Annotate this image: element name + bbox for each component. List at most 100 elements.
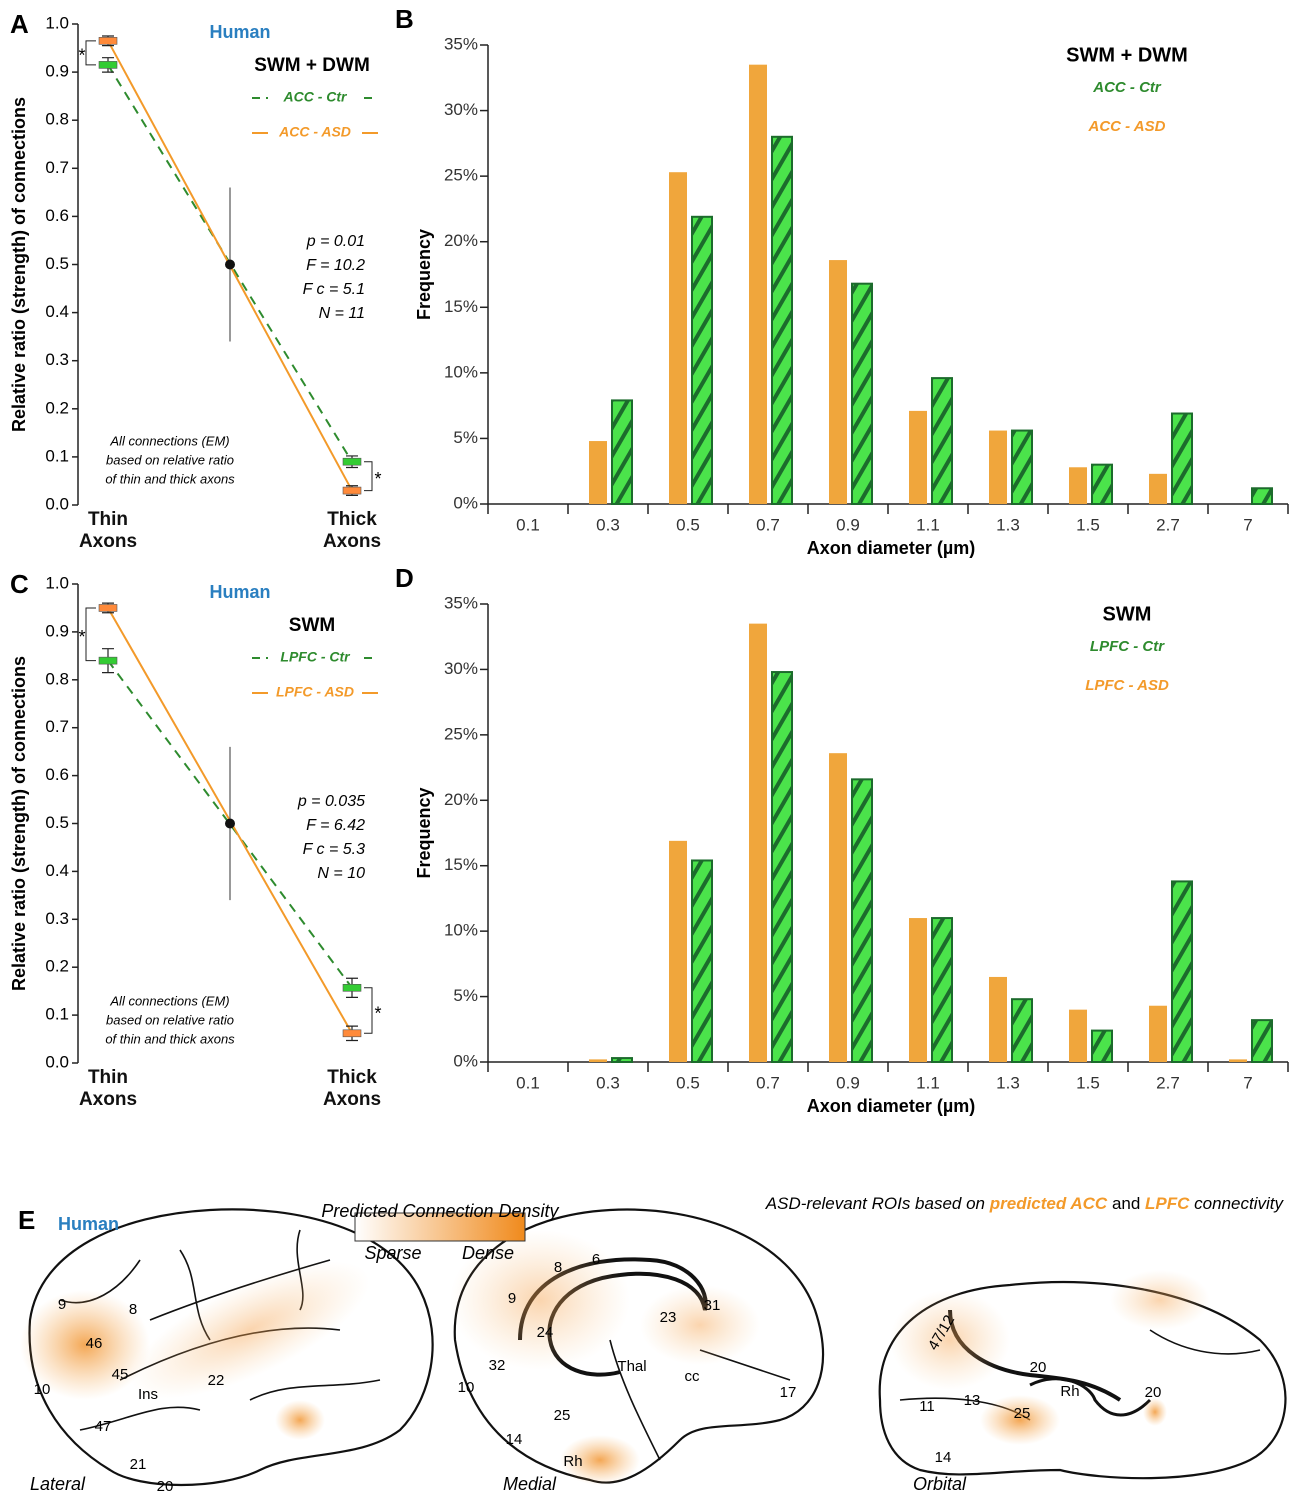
- region-label: 13: [964, 1392, 981, 1409]
- bracket: [364, 987, 373, 1034]
- region-label: 25: [1014, 1405, 1031, 1422]
- bar: [669, 840, 687, 1062]
- y-axis-label: Relative ratio (strength) of connections: [9, 656, 29, 991]
- y-tick-label: 35%: [444, 34, 478, 53]
- midpoint: [225, 259, 235, 270]
- x-tick-label: 0.9: [836, 1073, 860, 1092]
- region-label: 45: [112, 1366, 129, 1383]
- marker: [98, 37, 118, 45]
- region-label: 22: [208, 1372, 225, 1389]
- bracket: [364, 461, 373, 492]
- x-tick-label: 0.5: [676, 1073, 700, 1092]
- legend-label: LPFC - ASD: [276, 684, 354, 700]
- x-axis-label: Axon diameter (µm): [807, 538, 975, 558]
- x-tick-label: 0.5: [676, 515, 700, 534]
- y-tick-label: 0.8: [45, 110, 69, 129]
- x-tick-label: 0.3: [596, 1073, 620, 1092]
- legend-high: Dense: [462, 1243, 514, 1263]
- y-tick-label: 0.2: [45, 398, 69, 417]
- caption: ASD-relevant ROIs based on predicted ACC…: [765, 1194, 1285, 1213]
- bar: [691, 859, 713, 1063]
- y-tick-label: 10%: [444, 921, 478, 940]
- bar: [1069, 1009, 1087, 1062]
- region-label: 32: [489, 1357, 506, 1374]
- bar: [749, 623, 767, 1062]
- marker: [342, 1029, 362, 1038]
- bar: [909, 410, 927, 504]
- region-label: 10: [458, 1379, 475, 1396]
- y-tick-label: 15%: [444, 855, 478, 874]
- caption-part: ASD-relevant ROIs based on: [765, 1194, 985, 1213]
- region-label: 14: [935, 1449, 952, 1466]
- region-label: 10: [34, 1381, 51, 1398]
- legend-label: LPFC - Ctr: [280, 649, 351, 665]
- y-tick-label: 0.7: [45, 717, 69, 736]
- x-tick-label: 2.7: [1156, 515, 1180, 534]
- x-tick-label: 7: [1243, 515, 1252, 534]
- region-label: 8: [129, 1301, 137, 1318]
- y-tick-label: 0%: [453, 1051, 478, 1070]
- significance: *: [78, 46, 85, 66]
- legend-bg: [268, 649, 362, 667]
- x-tick-label: 1.5: [1076, 515, 1100, 534]
- y-tick-label: 25%: [444, 724, 478, 743]
- x-tick-label: 1.1: [916, 1073, 940, 1092]
- legend-label: ACC - ASD: [278, 124, 351, 140]
- y-tick-label: 0.9: [45, 621, 69, 640]
- x-tick-label: 1.3: [996, 515, 1020, 534]
- x-tick-label: 0.9: [836, 515, 860, 534]
- stat: N = 10: [317, 865, 365, 882]
- bar: [851, 282, 873, 505]
- x-tick-label: 1.1: [916, 515, 940, 534]
- y-tick-label: 0.0: [45, 1052, 69, 1071]
- bar: [931, 917, 953, 1063]
- y-tick-label: 0.6: [45, 206, 69, 225]
- series-line: [107, 660, 353, 989]
- region-label: Thal: [617, 1358, 646, 1375]
- y-axis-label: Frequency: [414, 229, 434, 320]
- region-label: 20: [1030, 1359, 1047, 1376]
- legend-bg: [268, 89, 362, 107]
- bar: [1251, 1019, 1273, 1064]
- y-tick-label: 0.3: [45, 350, 69, 369]
- region-label: Rh: [563, 1453, 582, 1470]
- marker: [342, 983, 362, 992]
- bracket: [85, 40, 96, 66]
- legend-bg: [268, 684, 362, 702]
- bar: [931, 377, 953, 505]
- subtitle: Human: [209, 22, 270, 42]
- y-tick-label: 0%: [453, 493, 478, 512]
- x-tick-label: Thin Axons: [78, 1067, 138, 1110]
- region-label: cc: [685, 1368, 701, 1385]
- midpoint: [225, 818, 235, 829]
- bar: [1091, 463, 1113, 505]
- legend-label: ACC - Ctr: [283, 89, 349, 105]
- y-tick-label: 0.4: [45, 302, 69, 321]
- x-tick-label: 0.1: [516, 1073, 540, 1092]
- region-label: 20: [1145, 1384, 1162, 1401]
- note: All connections (EM): [109, 993, 229, 1008]
- view-name: Lateral: [30, 1474, 86, 1494]
- panel-label: C: [10, 569, 29, 599]
- region-label: 14: [506, 1431, 523, 1448]
- region-label: Ins: [138, 1386, 158, 1403]
- stat: F c = 5.3: [303, 841, 366, 858]
- region-label: 9: [58, 1296, 66, 1313]
- marker: [342, 486, 362, 495]
- note: of thin and thick axons: [105, 471, 235, 486]
- region-label: 17: [780, 1384, 797, 1401]
- x-tick-label: 7: [1243, 1073, 1252, 1092]
- x-tick-label: 0.7: [756, 515, 780, 534]
- stat: F c = 5.1: [303, 281, 365, 298]
- y-tick-label: 1.0: [45, 13, 69, 32]
- note: of thin and thick axons: [105, 1031, 235, 1046]
- panel-label: E: [18, 1205, 35, 1235]
- bar: [611, 1057, 633, 1064]
- x-tick-label: 2.7: [1156, 1073, 1180, 1092]
- y-tick-label: 0.1: [45, 1005, 69, 1024]
- subtitle: Human: [209, 582, 270, 602]
- bar: [1011, 429, 1033, 505]
- y-tick-label: 0.3: [45, 909, 69, 928]
